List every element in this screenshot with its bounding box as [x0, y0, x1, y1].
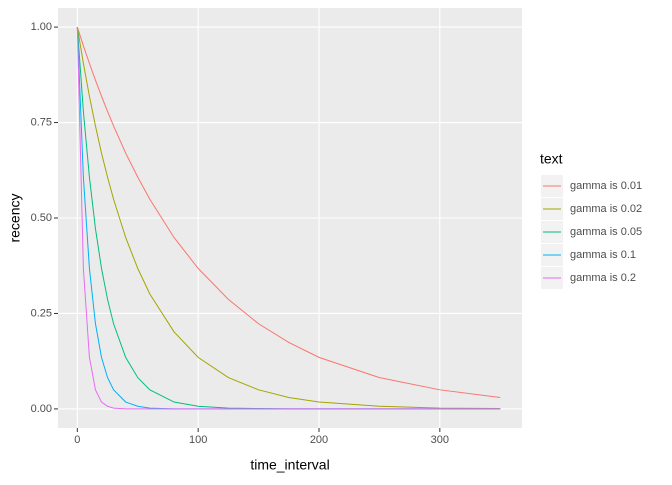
legend-label: gamma is 0.05	[570, 226, 642, 238]
legend-label: gamma is 0.01	[570, 180, 642, 192]
x-tick-label: 200	[310, 434, 328, 446]
y-tick-label: 0.50	[31, 212, 52, 224]
legend-label: gamma is 0.02	[570, 203, 642, 215]
x-tick-label: 100	[189, 434, 207, 446]
series-line	[76, 27, 501, 410]
x-tick-label: 0	[74, 434, 80, 446]
y-tick-label: 0.25	[31, 307, 52, 319]
x-tick-label: 300	[431, 434, 449, 446]
y-axis-label: recency	[7, 193, 23, 242]
legend-label: gamma is 0.1	[570, 249, 636, 261]
y-tick-label: 0.75	[31, 116, 52, 128]
series-line	[76, 27, 501, 410]
legend-label: gamma is 0.2	[570, 272, 636, 284]
legend-title: text	[540, 151, 563, 167]
x-axis-label: time_interval	[250, 457, 329, 473]
series-line	[76, 26, 501, 398]
y-tick-label: 1.00	[31, 21, 52, 33]
y-tick-label: 0.00	[31, 403, 52, 415]
